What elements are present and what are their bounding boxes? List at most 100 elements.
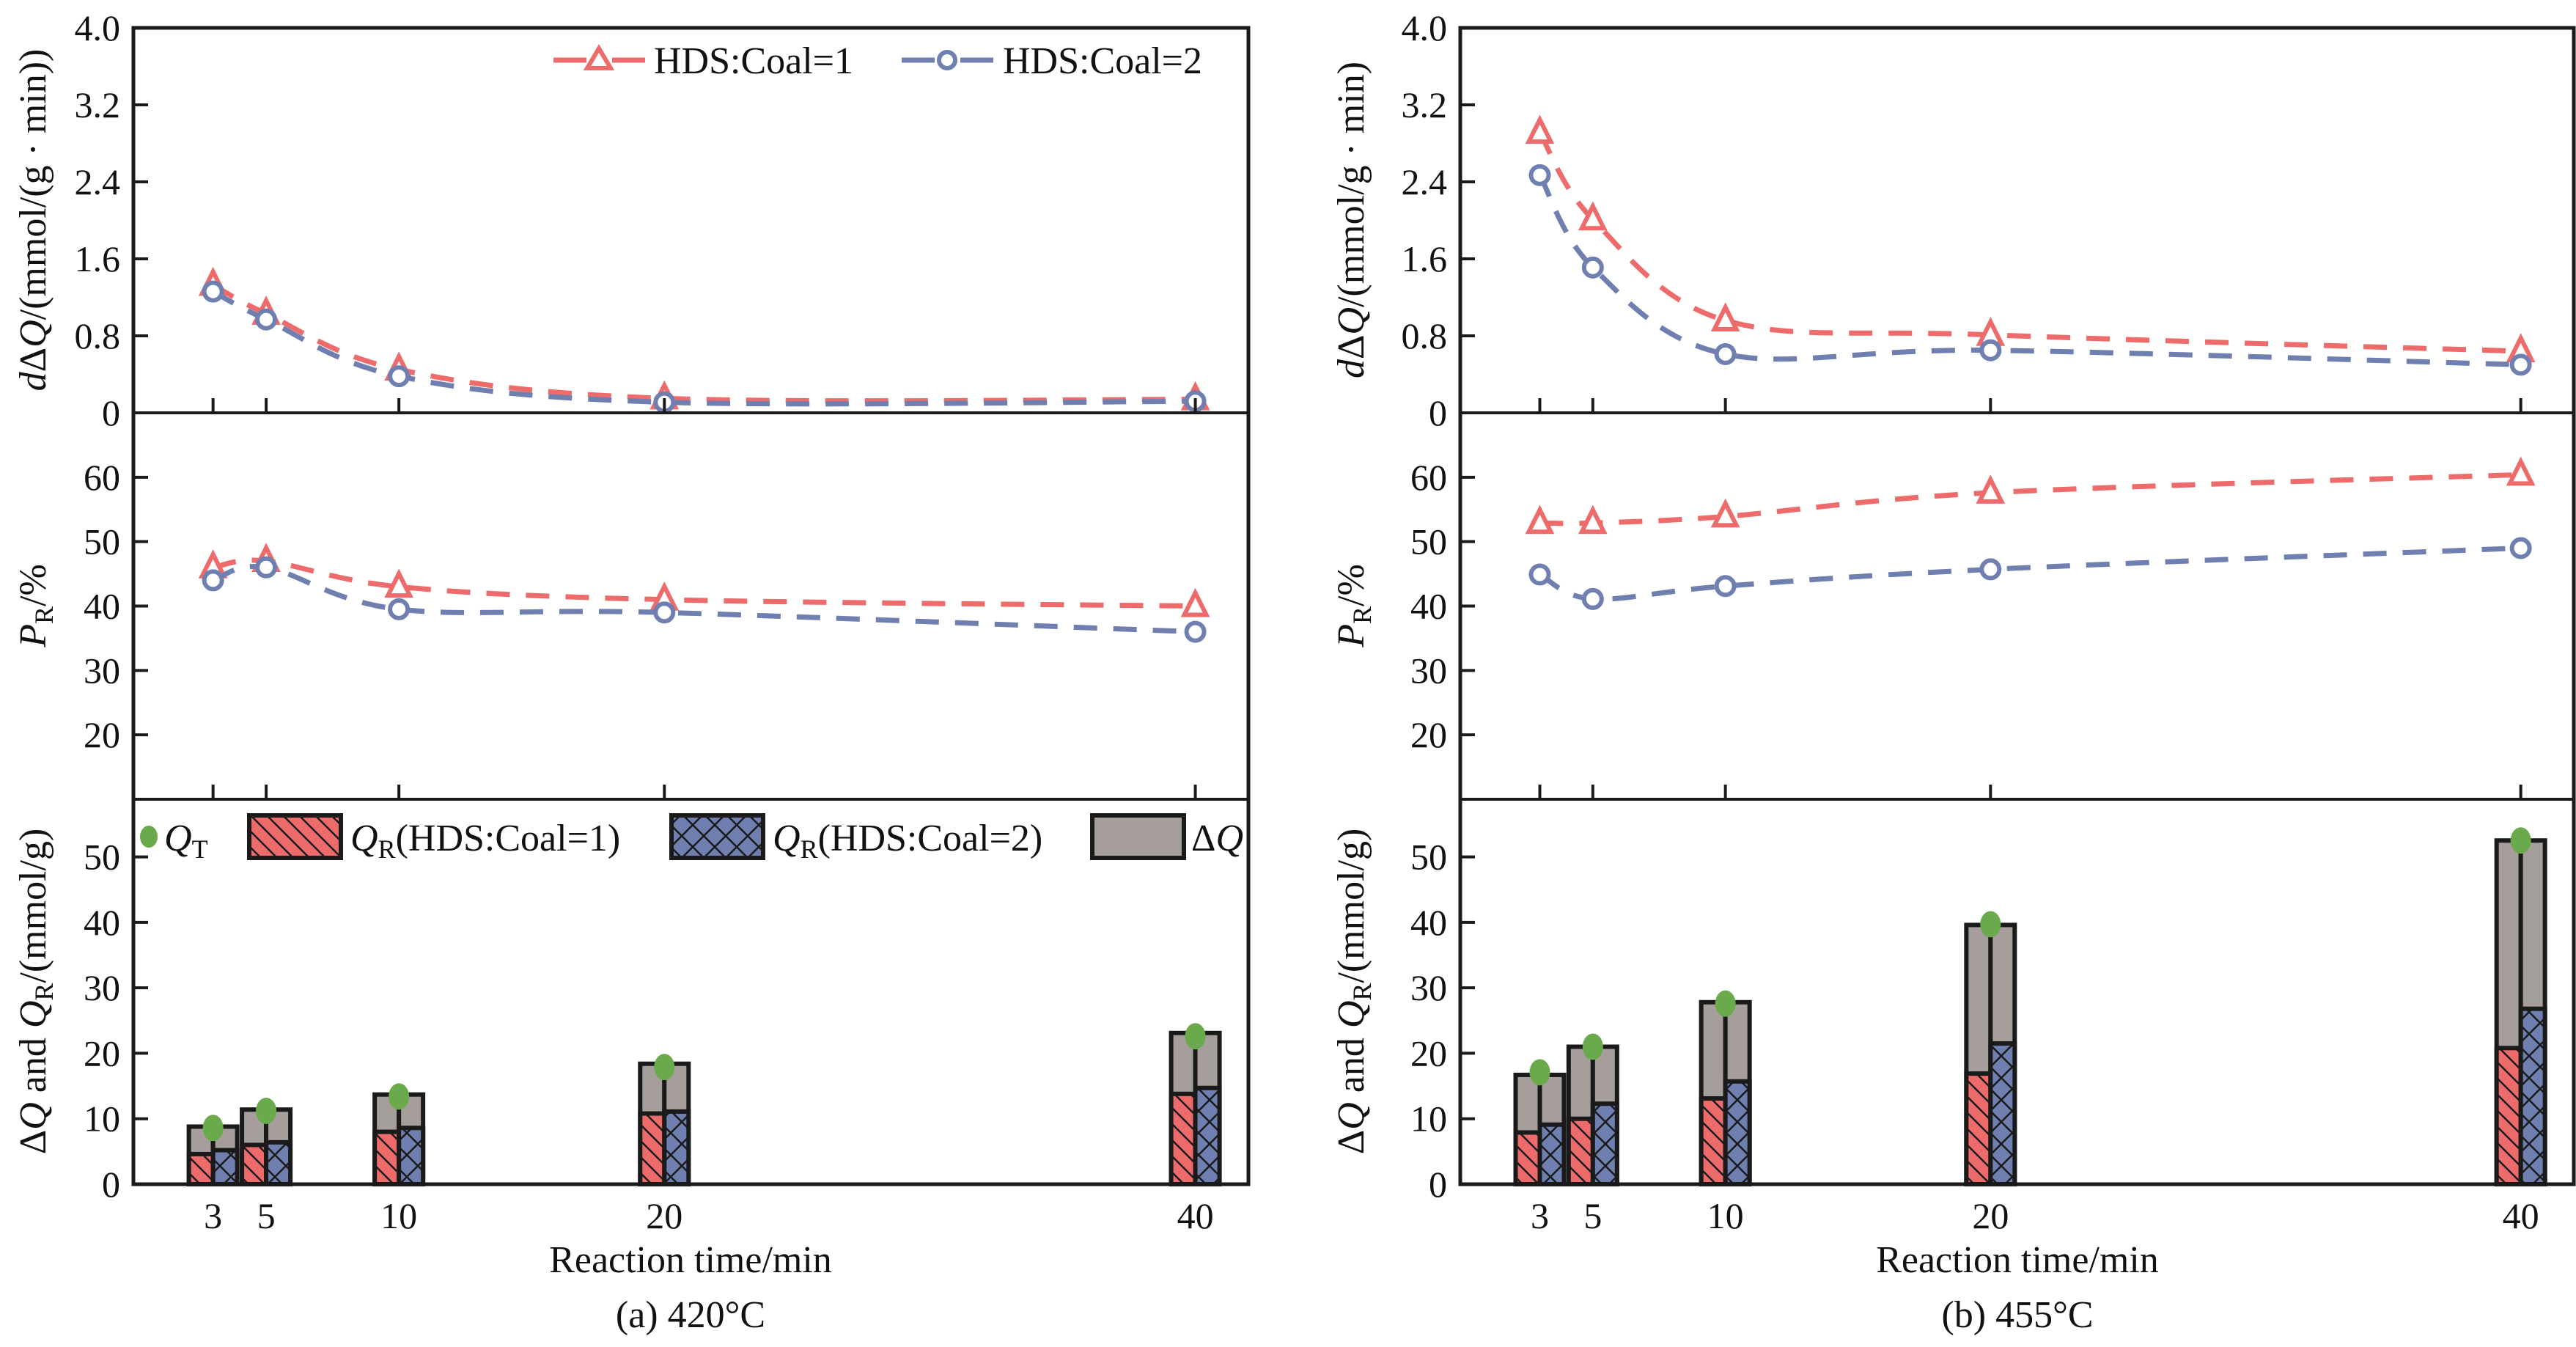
bar-group bbox=[1169, 1023, 1222, 1187]
pr-triangle-marker bbox=[1710, 498, 1740, 528]
qr-hds2-bar bbox=[2518, 1006, 2547, 1186]
bars-y-tick-label: 10 bbox=[1410, 1098, 1447, 1139]
bars-y-tick-label: 40 bbox=[84, 902, 120, 943]
qr-hds1-bar bbox=[186, 1151, 216, 1187]
rate-circle-marker bbox=[1714, 342, 1737, 365]
x-tick-label: 40 bbox=[2503, 1195, 2539, 1236]
x-tick-label: 3 bbox=[204, 1195, 222, 1236]
rate-series-line-1 bbox=[211, 282, 1196, 404]
qr-hds2-bar bbox=[1723, 1079, 1752, 1186]
pr-triangle-marker bbox=[1525, 504, 1555, 535]
rate-y-tick-label: 2.4 bbox=[1402, 161, 1448, 202]
pr-circle-marker bbox=[202, 569, 224, 592]
pr-circle-marker bbox=[1528, 563, 1551, 586]
legend-lines: HDS:Coal=1 HDS:Coal=2 bbox=[553, 40, 1202, 82]
rate-y-tick-label: 3.2 bbox=[75, 84, 121, 125]
legend-label-hds1: HDS:Coal=1 bbox=[654, 40, 853, 82]
frames-b bbox=[1458, 26, 2576, 1186]
pr-circle-marker bbox=[1714, 575, 1737, 598]
rate-y-tick-label: 0 bbox=[1429, 392, 1447, 433]
qr-hds2-bar bbox=[397, 1126, 426, 1186]
rate-circle-marker bbox=[2509, 353, 2532, 376]
qt-point bbox=[389, 1083, 410, 1110]
bars-y-tick-label: 50 bbox=[1410, 837, 1447, 878]
figure-a: 0 0.8 1.6 2.4 3.2 4.0 20 30 40 50 60 0 10 20 30 40 50 3 5 1… bbox=[12, 7, 1251, 1336]
bar-group bbox=[1699, 990, 1752, 1187]
pr-circle-marker bbox=[388, 598, 411, 620]
qr-hds1-swatch-icon bbox=[247, 813, 343, 860]
pr-plot-a bbox=[198, 543, 1210, 643]
qr-hds1-bar bbox=[1964, 1071, 1993, 1187]
qr-hds2-bar bbox=[264, 1139, 293, 1187]
triangle-marker-icon bbox=[583, 44, 615, 70]
pr-y-tick-label: 20 bbox=[84, 714, 120, 755]
pr-y-tick-label: 50 bbox=[84, 521, 120, 562]
legend-bars: QT QR(HDS:Coal=1) QR(HDS:Coal=2) ΔQ bbox=[140, 813, 1243, 864]
pr-y-tick-label: 50 bbox=[1410, 521, 1447, 562]
pr-y-tick-label: 40 bbox=[1410, 586, 1447, 627]
y-axis-title-pr-b: PR/% bbox=[1331, 564, 1377, 648]
y-axis-title-bars-a: ΔQ and QR/(mmol/g) bbox=[12, 829, 59, 1155]
rate-y-tick-label: 0.8 bbox=[75, 315, 121, 356]
pr-circle-marker bbox=[255, 556, 278, 579]
qt-point bbox=[1185, 1023, 1206, 1050]
pr-y-tick-label: 20 bbox=[1410, 714, 1447, 755]
bar-group bbox=[638, 1054, 691, 1186]
bars-y-tick-label: 0 bbox=[102, 1164, 120, 1205]
y-axis-title-bars-b: ΔQ and QR/(mmol/g) bbox=[1331, 829, 1377, 1155]
qr-hds1-bar bbox=[240, 1142, 269, 1187]
x-axis-title-a: Reaction time/min bbox=[549, 1239, 832, 1281]
qr-hds1-bar bbox=[1699, 1096, 1728, 1187]
rate-y-tick-label: 1.6 bbox=[1402, 238, 1448, 279]
qt-point bbox=[2510, 827, 2531, 854]
qr-hds1-bar bbox=[1513, 1130, 1542, 1186]
y-axis-title-rate-b: dΔQ/(mmol/g · min) bbox=[1331, 62, 1372, 378]
bar-group bbox=[186, 1115, 240, 1187]
rate-y-tick-label: 4.0 bbox=[1402, 7, 1448, 48]
rate-y-tick-label: 0.8 bbox=[1402, 315, 1448, 356]
bars-y-tick-label: 20 bbox=[1410, 1032, 1447, 1073]
rate-plot-a bbox=[198, 266, 1210, 414]
y-axis-title-pr-a: PR/% bbox=[12, 564, 59, 648]
bars-y-tick-label: 50 bbox=[84, 837, 120, 878]
y-axis-title-rate-a: dΔQ/(mmol/(g · min)) bbox=[12, 49, 54, 392]
qr-hds2-bar bbox=[1988, 1041, 2017, 1187]
rate-y-tick-label: 1.6 bbox=[75, 238, 121, 279]
axes-a: 0 0.8 1.6 2.4 3.2 4.0 20 30 40 50 60 0 10 20 30 40 50 3 5 1… bbox=[75, 7, 1214, 1236]
bar-group bbox=[1513, 1059, 1567, 1186]
rate-plot-b bbox=[1525, 114, 2536, 376]
x-tick-label: 5 bbox=[257, 1195, 276, 1236]
rate-circle-marker bbox=[1979, 339, 2002, 361]
x-tick-label: 10 bbox=[1707, 1195, 1744, 1236]
legend-item-hds1: HDS:Coal=1 bbox=[553, 40, 853, 82]
pr-triangle-marker bbox=[1578, 504, 1608, 535]
axes-b: 0 0.8 1.6 2.4 3.2 4.0 20 30 40 50 60 0 10 20 30 40 50 3 5 1… bbox=[1402, 7, 2539, 1236]
x-tick-label: 10 bbox=[380, 1195, 417, 1236]
rate-circle-marker bbox=[255, 308, 278, 331]
qt-point bbox=[654, 1054, 675, 1081]
legend-label-hds2: HDS:Coal=2 bbox=[1003, 40, 1202, 82]
x-axis-title-b: Reaction time/min bbox=[1876, 1239, 2159, 1281]
qt-dot-icon bbox=[140, 826, 158, 848]
caption-a: (a) 420°C bbox=[616, 1294, 765, 1336]
qr-hds2-bar bbox=[662, 1109, 691, 1186]
rate-circle-marker bbox=[1581, 256, 1604, 279]
qr-hds2-swatch-icon bbox=[669, 813, 765, 860]
plot-frame bbox=[1458, 26, 2576, 1186]
qr-hds1-bar bbox=[1169, 1091, 1198, 1187]
bars-y-tick-label: 10 bbox=[84, 1098, 120, 1139]
circle-marker-icon bbox=[937, 50, 957, 70]
bars-y-tick-label: 30 bbox=[84, 967, 120, 1008]
rate-series-line-2 bbox=[212, 289, 1196, 407]
rate-circle-marker bbox=[202, 280, 224, 303]
legend-label-qr-hds1: QR(HDS:Coal=1) bbox=[350, 818, 620, 864]
pr-y-tick-label: 30 bbox=[84, 650, 120, 691]
delta-q-swatch-icon bbox=[1090, 813, 1186, 860]
x-tick-label: 5 bbox=[1583, 1195, 1602, 1236]
figure-b: 0 0.8 1.6 2.4 3.2 4.0 20 30 40 50 60 0 10 20 30 40 50 3 5 1… bbox=[1331, 7, 2576, 1336]
rate-series-line-1 bbox=[1537, 131, 2521, 354]
pr-circle-marker bbox=[2509, 537, 2532, 559]
pr-circle-marker bbox=[1581, 587, 1604, 610]
pr-series-line-1 bbox=[1539, 471, 2521, 526]
